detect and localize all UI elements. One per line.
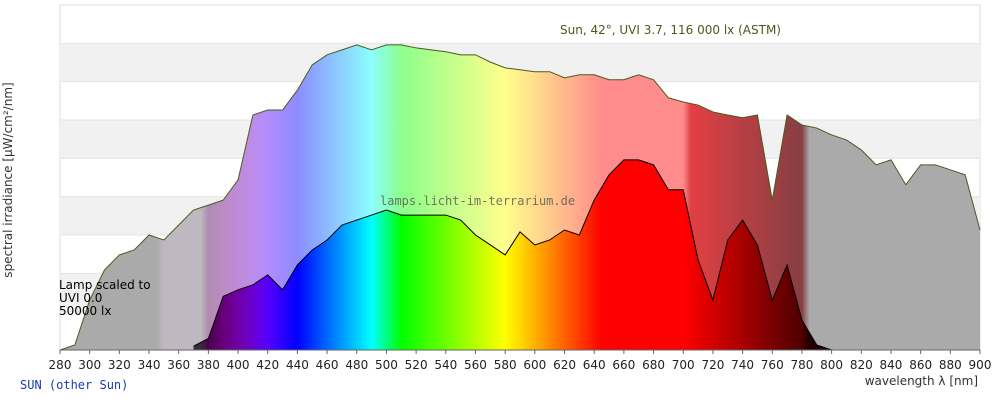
x-tick-label: 560 bbox=[464, 358, 487, 372]
x-tick-label: 660 bbox=[612, 358, 635, 372]
x-tick-label: 900 bbox=[969, 358, 992, 372]
x-tick-label: 420 bbox=[256, 358, 279, 372]
x-tick-label: 860 bbox=[909, 358, 932, 372]
x-tick-label: 360 bbox=[167, 358, 190, 372]
footer: SUN (other Sun) bbox=[20, 378, 128, 392]
x-tick-label: 720 bbox=[701, 358, 724, 372]
x-tick-label: 280 bbox=[49, 358, 72, 372]
annotation: UVI 0.0 bbox=[59, 291, 102, 305]
x-tick-label: 480 bbox=[345, 358, 368, 372]
y-axis-label: spectral irradiance [µW/cm²/nm] bbox=[1, 82, 15, 277]
x-tick-label: 640 bbox=[583, 358, 606, 372]
x-tick-label: 520 bbox=[405, 358, 428, 372]
x-tick-label: 680 bbox=[642, 358, 665, 372]
series-line bbox=[193, 159, 832, 351]
x-tick-label: 300 bbox=[78, 358, 101, 372]
area-fill bbox=[193, 159, 832, 350]
x-tick-label: 500 bbox=[375, 358, 398, 372]
x-tick-label: 840 bbox=[880, 358, 903, 372]
x-tick-label: 620 bbox=[553, 358, 576, 372]
series-line bbox=[59, 44, 981, 351]
x-tick-label: 580 bbox=[494, 358, 517, 372]
x-tick-label: 320 bbox=[108, 358, 131, 372]
x-axis-label: wavelength λ [nm] bbox=[865, 374, 978, 388]
annotation: 50000 lx bbox=[59, 304, 111, 318]
x-tick-label: 760 bbox=[761, 358, 784, 372]
x-tick-label: 600 bbox=[523, 358, 546, 372]
x-tick-label: 400 bbox=[227, 358, 250, 372]
x-tick-label: 540 bbox=[434, 358, 457, 372]
x-tick-label: 880 bbox=[939, 358, 962, 372]
x-tick-label: 460 bbox=[316, 358, 339, 372]
x-tick-label: 800 bbox=[820, 358, 843, 372]
annotation: Lamp scaled to bbox=[59, 278, 151, 292]
x-tick-label: 700 bbox=[672, 358, 695, 372]
x-tick-label: 820 bbox=[850, 358, 873, 372]
x-tick-label: 380 bbox=[197, 358, 220, 372]
x-tick-label: 780 bbox=[790, 358, 813, 372]
x-tick-label: 440 bbox=[286, 358, 309, 372]
chart-title: Sun, 42°, UVI 3.7, 116 000 lx (ASTM) bbox=[560, 23, 781, 37]
x-tick-label: 340 bbox=[138, 358, 161, 372]
watermark: lamps.licht-im-terrarium.de bbox=[380, 194, 575, 208]
x-tick-label: 740 bbox=[731, 358, 754, 372]
